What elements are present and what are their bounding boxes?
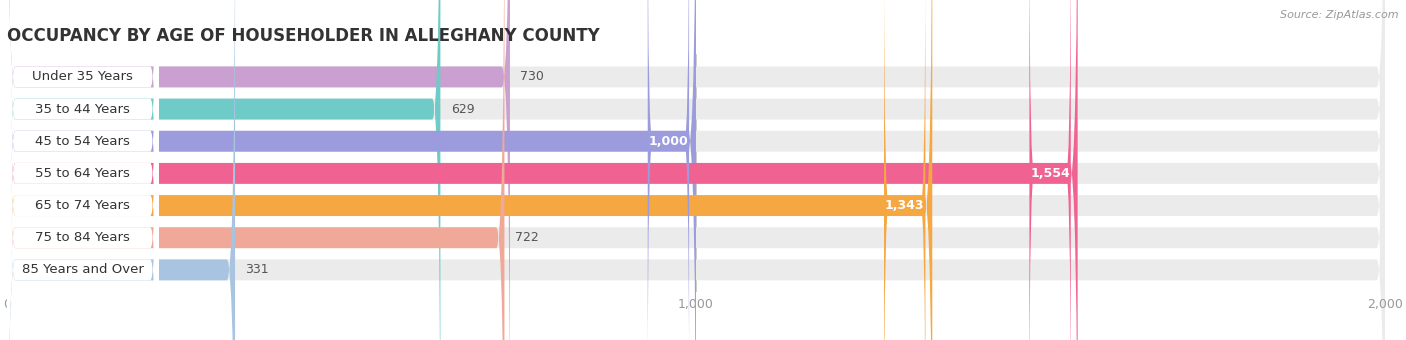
FancyBboxPatch shape <box>7 0 159 340</box>
FancyBboxPatch shape <box>7 0 932 340</box>
FancyBboxPatch shape <box>7 0 696 340</box>
FancyBboxPatch shape <box>7 0 159 340</box>
Text: 1,554: 1,554 <box>1031 167 1070 180</box>
Text: OCCUPANCY BY AGE OF HOUSEHOLDER IN ALLEGHANY COUNTY: OCCUPANCY BY AGE OF HOUSEHOLDER IN ALLEG… <box>7 27 600 45</box>
FancyBboxPatch shape <box>7 0 1385 340</box>
FancyBboxPatch shape <box>7 0 1077 340</box>
Text: 35 to 44 Years: 35 to 44 Years <box>35 103 131 116</box>
Text: 730: 730 <box>520 70 544 83</box>
FancyBboxPatch shape <box>7 0 440 340</box>
FancyBboxPatch shape <box>7 0 1385 340</box>
Text: 65 to 74 Years: 65 to 74 Years <box>35 199 131 212</box>
Text: Under 35 Years: Under 35 Years <box>32 70 134 83</box>
FancyBboxPatch shape <box>7 0 1385 340</box>
Text: 331: 331 <box>246 264 269 276</box>
FancyBboxPatch shape <box>648 0 689 340</box>
Text: 1,000: 1,000 <box>648 135 689 148</box>
FancyBboxPatch shape <box>7 0 505 340</box>
Text: 85 Years and Over: 85 Years and Over <box>22 264 143 276</box>
FancyBboxPatch shape <box>7 0 159 340</box>
FancyBboxPatch shape <box>7 0 1385 340</box>
FancyBboxPatch shape <box>7 0 159 340</box>
FancyBboxPatch shape <box>7 0 510 340</box>
FancyBboxPatch shape <box>7 0 159 340</box>
FancyBboxPatch shape <box>7 0 1385 340</box>
FancyBboxPatch shape <box>7 0 1385 340</box>
FancyBboxPatch shape <box>7 0 1385 340</box>
Text: 722: 722 <box>515 231 538 244</box>
Text: 55 to 64 Years: 55 to 64 Years <box>35 167 131 180</box>
Text: 1,343: 1,343 <box>884 199 925 212</box>
Text: 45 to 54 Years: 45 to 54 Years <box>35 135 131 148</box>
FancyBboxPatch shape <box>7 0 159 340</box>
FancyBboxPatch shape <box>884 0 925 340</box>
Text: 75 to 84 Years: 75 to 84 Years <box>35 231 131 244</box>
FancyBboxPatch shape <box>7 0 159 340</box>
FancyBboxPatch shape <box>1029 0 1071 340</box>
Text: Source: ZipAtlas.com: Source: ZipAtlas.com <box>1281 10 1399 20</box>
FancyBboxPatch shape <box>7 0 235 340</box>
Text: 629: 629 <box>451 103 474 116</box>
